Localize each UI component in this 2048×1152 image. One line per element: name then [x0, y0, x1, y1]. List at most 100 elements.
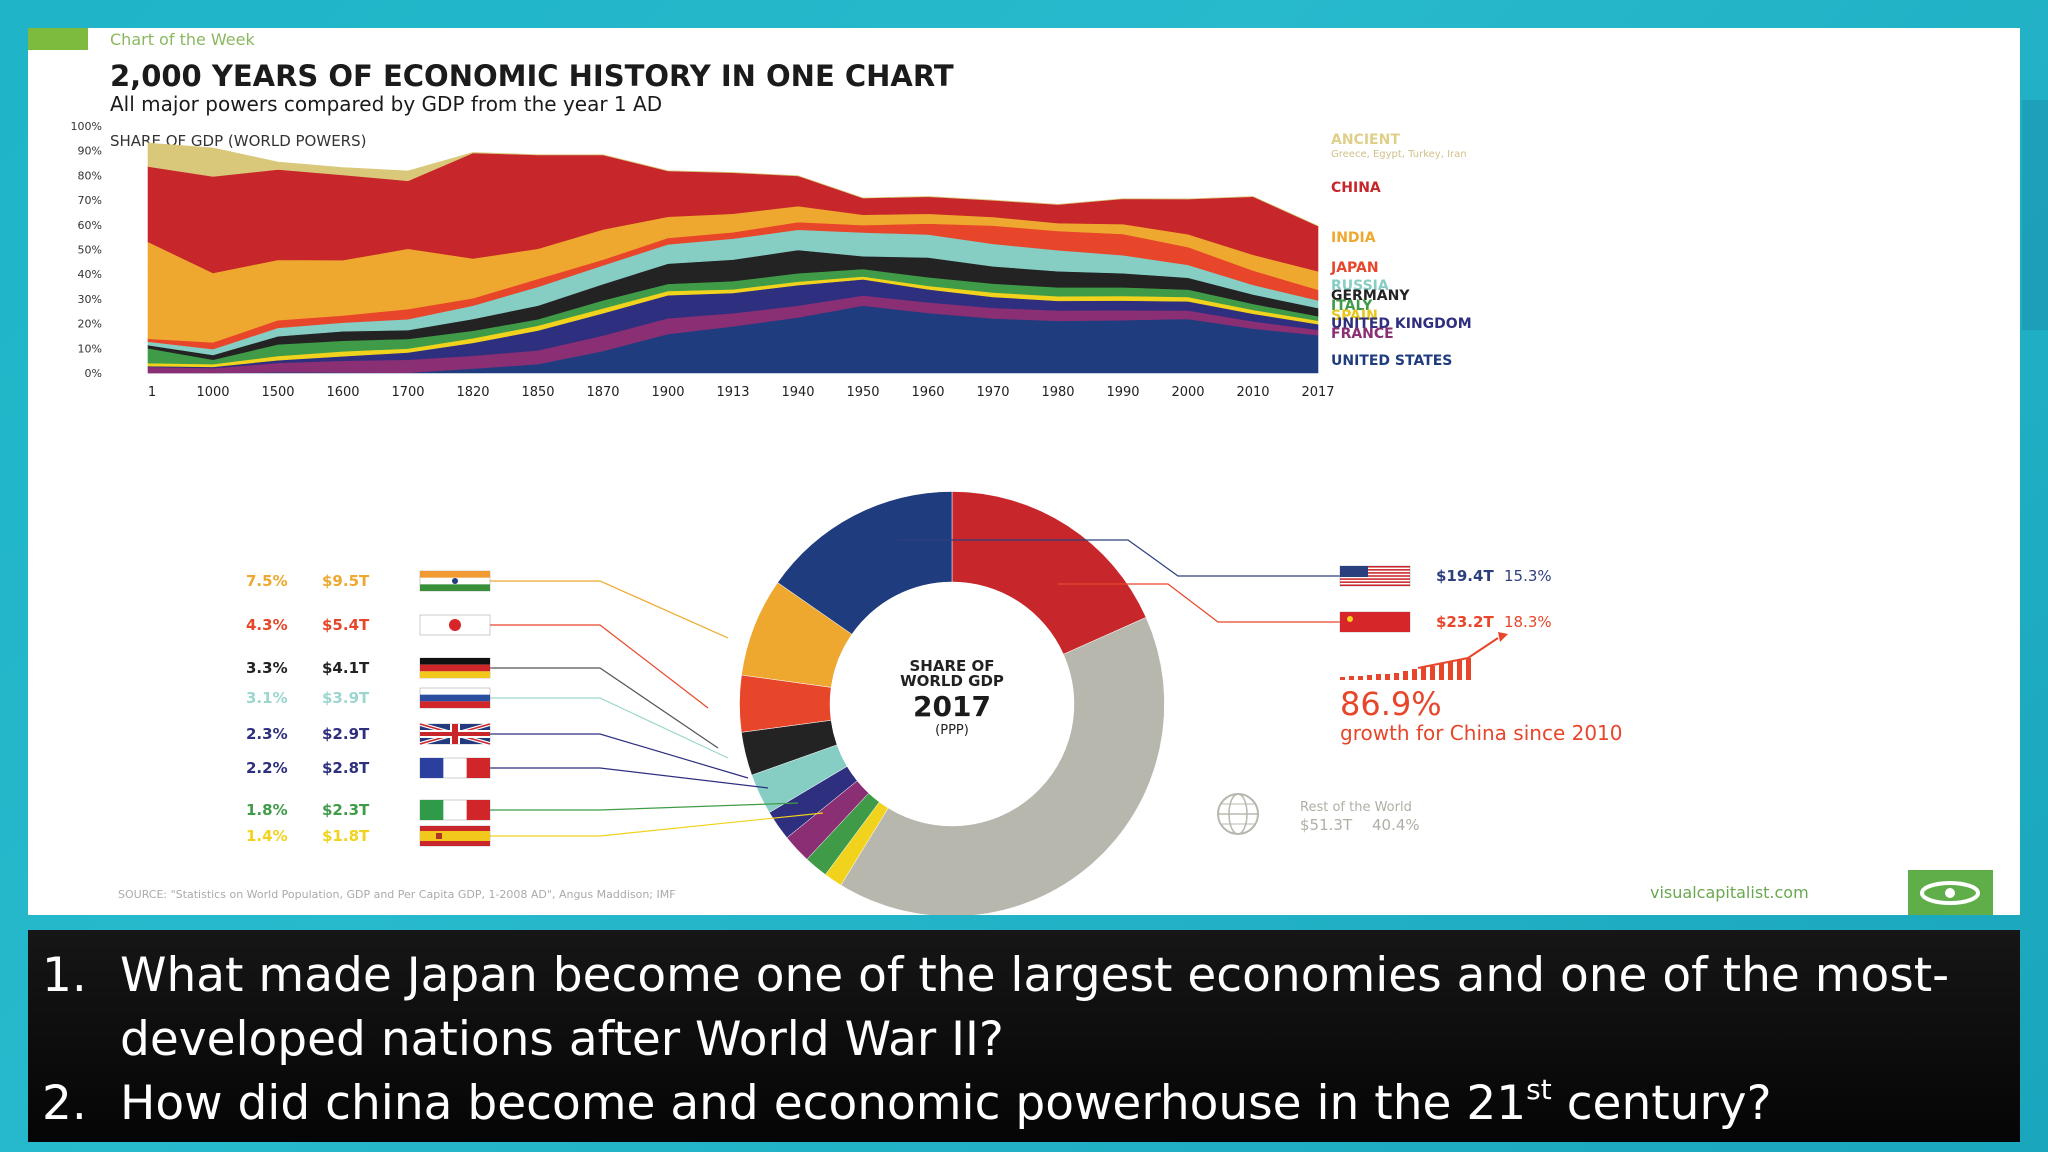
left-label-percent: 3.3% — [246, 659, 288, 677]
label-connectors — [490, 539, 1340, 837]
x-tick-label: 1900 — [651, 385, 684, 400]
question-2-text: How did china become and economic powerh… — [120, 1072, 2000, 1136]
question-1-text: What made Japan become one of the larges… — [120, 948, 1950, 1067]
growth-bar — [1376, 674, 1381, 680]
left-label-value: $9.5T — [322, 572, 370, 590]
growth-bar — [1358, 676, 1363, 680]
area-series-ancient — [147, 142, 1319, 227]
growth-bar — [1394, 673, 1399, 680]
right-country-labels: $19.4T 15.3% $23.2T 18.3% — [1339, 565, 1552, 633]
brand-logo-icon — [1920, 881, 1980, 905]
x-tick-label: 1850 — [521, 385, 554, 400]
left-label-value: $5.4T — [322, 616, 370, 634]
x-tick-label: 1913 — [716, 385, 749, 400]
china-growth-caption: growth for China since 2010 — [1340, 721, 1623, 745]
growth-bar — [1421, 667, 1426, 680]
legend-label-ancient: ANCIENT — [1331, 132, 1400, 148]
right-label-percent: 15.3% — [1504, 567, 1552, 585]
growth-bar — [1412, 669, 1417, 680]
x-tick-label: 2000 — [1171, 385, 1204, 400]
donut-center-line1: SHARE OF — [910, 657, 995, 675]
growth-bar — [1439, 664, 1444, 680]
infographic-panel: Chart of the Week 2,000 YEARS OF ECONOMI… — [28, 28, 2020, 915]
donut-center-line2: WORLD GDP — [900, 672, 1004, 690]
question-1-number: 1. — [42, 948, 87, 1003]
kicker-text: Chart of the Week — [110, 30, 255, 49]
left-country-labels: 7.5% $9.5T 4.3% $5.4T 3.3% $4.1T 3.1% $3.9T 2.3%… — [246, 570, 491, 847]
left-label-value: $2.9T — [322, 725, 370, 743]
y-tick-label: 40% — [78, 268, 102, 281]
china-flag — [1339, 611, 1411, 633]
growth-bar — [1340, 677, 1345, 680]
donut-center-year: 2017 — [913, 690, 991, 723]
growth-bar — [1367, 675, 1372, 680]
y-tick-label: 30% — [78, 293, 102, 306]
legend-label-india: INDIA — [1331, 230, 1376, 246]
y-tick-label: 90% — [78, 145, 102, 158]
area-chart-axes: 0% 10% 20% 30% 40% 50% 60% 70% 80% 90% 100% 1 1000 15… — [71, 120, 1335, 400]
connector-line — [490, 812, 824, 837]
left-label-value: $2.8T — [322, 759, 370, 777]
connector-line — [490, 667, 719, 749]
brand-link[interactable]: visualcapitalist.com — [1650, 883, 1809, 902]
kicker-tag — [28, 28, 88, 50]
y-tick-label: 100% — [71, 120, 102, 133]
legend-label-us: UNITED STATES — [1331, 353, 1452, 369]
japan-flag — [419, 614, 491, 636]
rest-of-world-label: Rest of the World — [1300, 800, 1412, 815]
connector-line — [490, 767, 769, 789]
right-label-value: $19.4T — [1436, 567, 1494, 585]
x-tick-label: 2017 — [1301, 385, 1334, 400]
question-2: 2. How did china become and economic pow… — [42, 1072, 2000, 1136]
connector-line — [898, 539, 1340, 577]
x-tick-label: 1000 — [196, 385, 229, 400]
x-tick-label: 1870 — [586, 385, 619, 400]
left-label-percent: 1.4% — [246, 827, 288, 845]
spain-flag — [419, 825, 491, 847]
main-title: 2,000 YEARS OF ECONOMIC HISTORY IN ONE C… — [110, 59, 954, 93]
left-label-value: $3.9T — [322, 689, 370, 707]
italy-flag — [419, 799, 491, 821]
legend-label-uk: UNITED KINGDOM — [1331, 316, 1472, 332]
india-flag — [419, 570, 491, 592]
left-label-value: $1.8T — [322, 827, 370, 845]
stacked-area-chart — [147, 142, 1319, 374]
growth-bars-icon — [1340, 632, 1508, 680]
x-tick-label: 1700 — [391, 385, 424, 400]
question-2-number: 2. — [42, 1076, 87, 1131]
legend-label-russia: RUSSIA — [1331, 278, 1389, 294]
question-2-tail: century? — [1551, 1076, 1772, 1131]
x-tick-label: 1960 — [911, 385, 944, 400]
x-tick-label: 1820 — [456, 385, 489, 400]
x-tick-label: 1950 — [846, 385, 879, 400]
france-flag — [419, 757, 491, 779]
x-tick-label: 1600 — [326, 385, 359, 400]
rest-of-world-percent: 40.4% — [1372, 816, 1420, 834]
infographic-svg: Chart of the Week 2,000 YEARS OF ECONOMI… — [28, 28, 1993, 915]
left-label-percent: 7.5% — [246, 572, 288, 590]
left-label-value: $4.1T — [322, 659, 370, 677]
left-label-percent: 2.2% — [246, 759, 288, 777]
subtitle: All major powers compared by GDP from th… — [110, 92, 662, 116]
left-label-percent: 1.8% — [246, 801, 288, 819]
connector-line — [490, 733, 749, 779]
legend-label-france: FRANCE — [1331, 326, 1394, 342]
x-tick-label: 1980 — [1041, 385, 1074, 400]
connector-line — [490, 624, 709, 709]
globe-icon — [1217, 793, 1259, 835]
growth-bar — [1466, 658, 1471, 680]
left-label-percent: 4.3% — [246, 616, 288, 634]
question-2-main: How did china become and economic powerh… — [120, 1076, 1527, 1131]
left-label-value: $2.3T — [322, 801, 370, 819]
legend-label-germany: GERMANY — [1331, 288, 1410, 304]
right-label-percent: 18.3% — [1504, 613, 1552, 631]
left-label-percent: 3.1% — [246, 689, 288, 707]
growth-bar — [1457, 660, 1462, 680]
growth-arrow-head — [1498, 632, 1508, 642]
y-tick-label: 50% — [78, 244, 102, 257]
y-tick-label: 60% — [78, 219, 102, 232]
russia-flag — [419, 687, 491, 709]
discussion-questions: 1. What made Japan become one of the lar… — [28, 930, 2020, 1142]
donut-center-note: (PPP) — [935, 723, 969, 738]
y-tick-label: 70% — [78, 194, 102, 207]
